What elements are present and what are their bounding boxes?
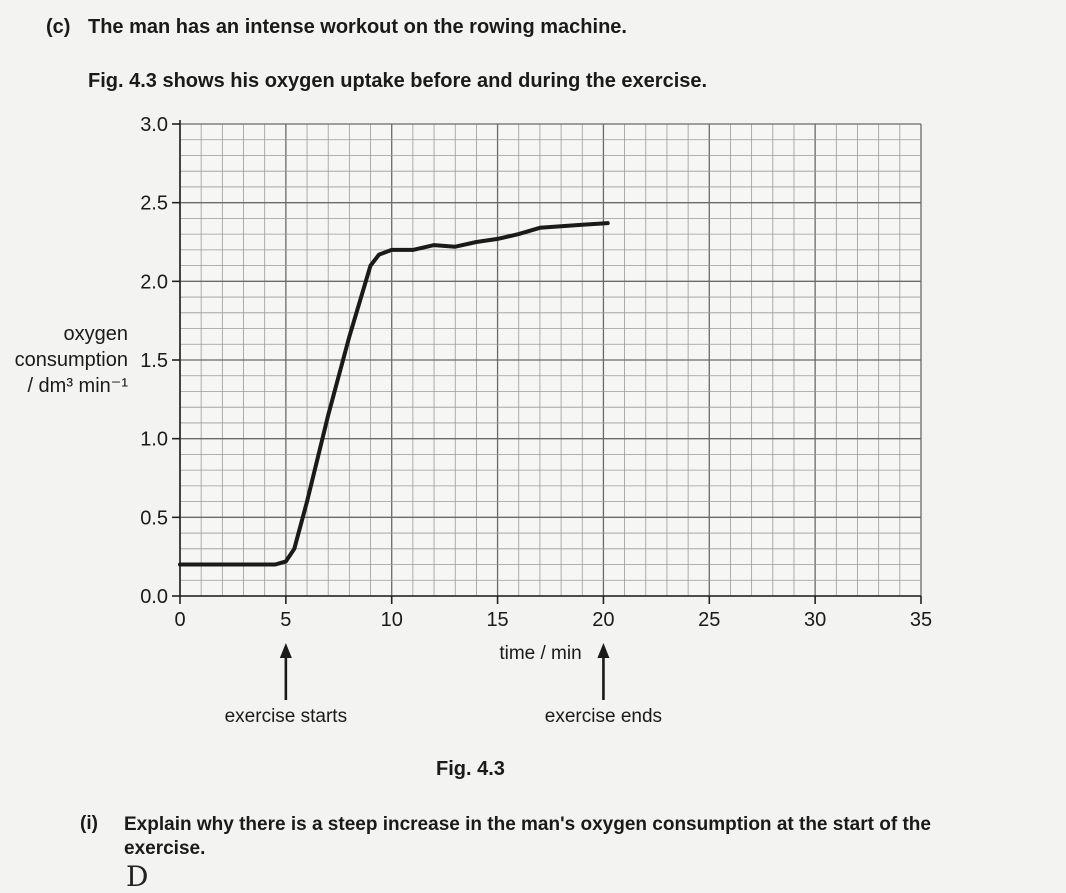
y-tick-label: 0.0: [140, 586, 168, 608]
exercise-end-label: exercise ends: [545, 706, 662, 727]
x-tick-label: 30: [804, 609, 826, 631]
y-tick-label: 3.0: [140, 114, 168, 136]
y-tick-label: 1.5: [140, 350, 168, 372]
x-tick-label: 5: [280, 609, 291, 631]
part-question-text: Explain why there is a steep increase in…: [124, 814, 931, 859]
x-tick-label: 25: [698, 609, 720, 631]
x-tick-label: 35: [910, 609, 932, 631]
figure-intro: Fig. 4.3 shows his oxygen uptake before …: [88, 70, 708, 92]
x-tick-label: 10: [381, 609, 403, 631]
y-axis-label-line-3: / dm³ min⁻¹: [27, 375, 128, 397]
x-tick-label: 15: [486, 609, 508, 631]
x-axis-label: time / min: [499, 643, 581, 664]
y-tick-label: 0.5: [140, 507, 168, 529]
x-tick-label: 0: [174, 609, 185, 631]
figure-caption: Fig. 4.3: [436, 758, 505, 780]
x-tick-label: 20: [592, 609, 614, 631]
part-label: (i): [80, 813, 98, 834]
question-label: (c): [46, 16, 71, 38]
question-text: The man has an intense workout on the ro…: [88, 16, 627, 38]
y-axis-label-line-1: oxygen: [63, 323, 129, 345]
exercise-end-arrow-head: [597, 643, 610, 658]
exercise-start-label: exercise starts: [225, 706, 347, 727]
oxygen-consumption-line: [178, 221, 610, 567]
exercise-start-arrow-head: [279, 643, 292, 658]
y-tick-label: 1.0: [140, 429, 168, 451]
y-axis-label-line-2: consumption: [14, 349, 128, 371]
y-tick-label: 2.5: [140, 193, 168, 215]
y-tick-label: 2.0: [140, 271, 168, 293]
